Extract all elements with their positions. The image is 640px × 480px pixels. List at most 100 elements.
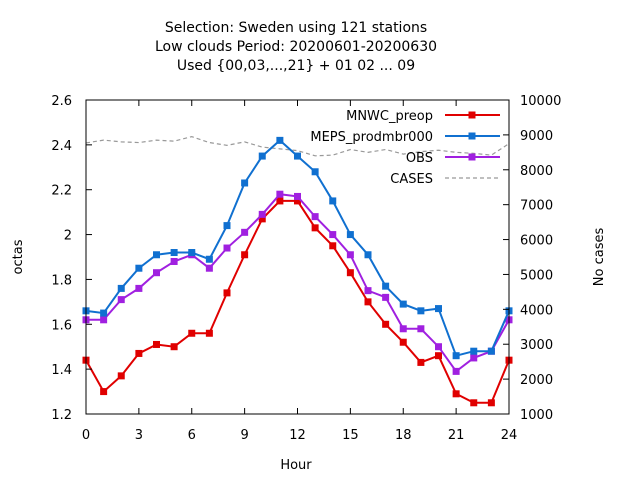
series-line-cases xyxy=(85,136,510,157)
data-point-mnwc-preop xyxy=(417,358,425,366)
x-tick-label: 0 xyxy=(82,428,90,443)
data-point-meps-prodmbr000 xyxy=(382,282,390,290)
data-point-obs xyxy=(399,325,407,333)
data-point-obs xyxy=(294,192,301,200)
data-point-meps-prodmbr000 xyxy=(364,251,372,259)
x-tick-label: 15 xyxy=(342,428,359,443)
data-point-obs xyxy=(470,354,478,362)
data-point-obs xyxy=(170,257,178,265)
data-point-meps-prodmbr000 xyxy=(153,251,160,259)
data-point-meps-prodmbr000 xyxy=(223,222,231,230)
data-point-mnwc-preop xyxy=(470,399,478,407)
y2-tick-label: 8000 xyxy=(520,164,553,179)
y2-tick-label: 5000 xyxy=(520,268,553,283)
x-tick-label: 9 xyxy=(240,428,248,443)
data-point-obs xyxy=(205,264,213,272)
y2-axis-label: No cases xyxy=(592,228,607,287)
data-point-obs xyxy=(364,287,372,295)
chart-title-line: Used {00,03,...,21} + 01 02 ... 09 xyxy=(177,58,415,74)
data-point-mnwc-preop xyxy=(364,298,372,306)
data-point-meps-prodmbr000 xyxy=(117,284,125,292)
y-tick-label: 2.6 xyxy=(51,94,72,109)
y-tick-label: 2.2 xyxy=(51,184,72,199)
data-point-meps-prodmbr000 xyxy=(258,152,266,160)
data-point-obs xyxy=(153,269,160,277)
data-point-meps-prodmbr000 xyxy=(470,347,478,355)
legend-label-cases: CASES xyxy=(390,172,433,187)
data-point-meps-prodmbr000 xyxy=(399,300,407,308)
data-point-mnwc-preop xyxy=(487,399,495,407)
data-point-meps-prodmbr000 xyxy=(276,136,284,144)
y-tick-label: 1.8 xyxy=(51,273,72,288)
plot-frame xyxy=(85,99,510,415)
data-point-obs xyxy=(241,228,249,236)
y-tick-label: 1.2 xyxy=(51,408,72,423)
data-point-meps-prodmbr000 xyxy=(417,307,425,315)
y-tick-label: 1.6 xyxy=(51,318,72,333)
data-point-obs xyxy=(417,325,425,333)
x-tick-label: 18 xyxy=(395,428,412,443)
series-line-mnwc-preop xyxy=(85,199,510,404)
series-line-obs xyxy=(86,193,510,373)
data-point-obs xyxy=(452,367,460,375)
data-point-mnwc-preop xyxy=(153,340,160,348)
data-point-mnwc-preop xyxy=(241,251,249,259)
y2-tick-label: 3000 xyxy=(520,338,553,353)
y2-tick-label: 7000 xyxy=(520,199,553,214)
data-point-mnwc-preop xyxy=(258,215,266,223)
y2-tick-label: 6000 xyxy=(520,234,553,249)
y2-tick-label: 4000 xyxy=(520,303,553,318)
data-point-meps-prodmbr000 xyxy=(311,168,319,176)
data-point-mnwc-preop xyxy=(276,197,284,205)
data-point-mnwc-preop xyxy=(117,372,125,380)
x-tick-label: 21 xyxy=(448,428,465,443)
data-point-obs xyxy=(117,296,125,304)
data-point-mnwc-preop xyxy=(382,320,390,328)
y-tick-label: 2.4 xyxy=(51,139,72,154)
legend-label-meps-prodmbr000: MEPS_prodmbr000 xyxy=(310,130,433,145)
series-line-meps-prodmbr000 xyxy=(85,139,510,357)
data-point-mnwc-preop xyxy=(311,224,319,232)
y-tick-label: 2 xyxy=(64,229,72,244)
y2-tick-label: 1000 xyxy=(520,408,553,423)
data-point-mnwc-preop xyxy=(329,242,337,250)
data-point-obs xyxy=(135,284,143,292)
y2-tick-label: 10000 xyxy=(520,94,561,109)
data-point-obs xyxy=(346,251,354,259)
data-point-obs xyxy=(276,190,284,198)
data-point-meps-prodmbr000 xyxy=(100,309,108,317)
data-point-meps-prodmbr000 xyxy=(346,231,354,239)
data-point-meps-prodmbr000 xyxy=(452,352,460,360)
data-point-meps-prodmbr000 xyxy=(435,305,442,313)
chart-title-line: Selection: Sweden using 121 stations xyxy=(165,20,427,36)
data-point-obs xyxy=(329,231,337,239)
data-point-mnwc-preop xyxy=(170,343,178,351)
data-point-meps-prodmbr000 xyxy=(487,347,495,355)
data-point-meps-prodmbr000 xyxy=(241,179,249,187)
x-axis-label: Hour xyxy=(280,458,312,473)
data-point-mnwc-preop xyxy=(399,338,407,346)
data-point-meps-prodmbr000 xyxy=(294,152,301,160)
data-point-mnwc-preop xyxy=(435,352,442,360)
legend-label-mnwc-preop: MNWC_preop xyxy=(346,109,433,124)
data-point-mnwc-preop xyxy=(294,197,301,205)
legend-marker-mnwc-preop xyxy=(468,111,476,119)
x-tick-label: 12 xyxy=(289,428,306,443)
legend-marker-obs xyxy=(468,153,476,161)
y2-tick-label: 2000 xyxy=(520,373,553,388)
data-point-mnwc-preop xyxy=(188,329,196,337)
data-point-mnwc-preop xyxy=(223,289,231,297)
data-point-mnwc-preop xyxy=(452,390,460,398)
x-tick-label: 24 xyxy=(501,428,518,443)
legend-label-obs: OBS xyxy=(406,151,433,166)
y2-tick-label: 9000 xyxy=(520,129,553,144)
data-point-obs xyxy=(223,244,231,252)
data-point-mnwc-preop xyxy=(100,388,108,396)
data-point-meps-prodmbr000 xyxy=(188,249,196,257)
y-tick-label: 1.4 xyxy=(51,363,72,378)
data-point-meps-prodmbr000 xyxy=(170,249,178,257)
x-tick-label: 3 xyxy=(135,428,143,443)
y-axis-label: octas xyxy=(11,239,26,274)
data-point-obs xyxy=(311,213,319,221)
